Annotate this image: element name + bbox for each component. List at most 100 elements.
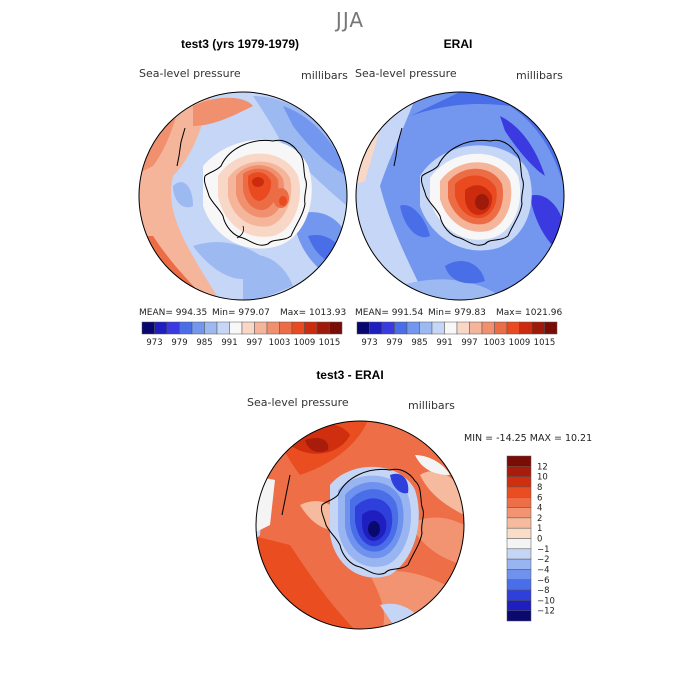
colorbar-swatch [241,321,255,335]
colorbar-swatch [154,321,168,335]
colorbar-swatch [506,527,532,539]
colorbar-model: 973 979 985 991 997 1003 1009 1015 [141,321,343,348]
figure-title: JJA [335,8,365,32]
colorbar-tick-label: 1015 [319,338,341,348]
colorbar-swatch [506,610,532,622]
colorbar-swatch [291,321,305,335]
colorbar-swatch [204,321,218,335]
colorbar-swatch [279,321,293,335]
colorbar-tick-label: −4 [537,565,550,575]
colorbar-swatch [431,321,445,335]
colorbar-tick-label: −6 [537,576,550,586]
map-obs [355,91,565,301]
panel-model-max: Max= 1013.93 [280,308,347,318]
colorbar-tick-label: −12 [537,607,555,617]
colorbar-tick-label: −2 [537,555,550,565]
panel-diff-variable: Sea-level pressure [247,396,349,409]
colorbar-tick-label: 985 [196,338,212,348]
colorbar-tick-label: 4 [537,504,542,514]
panel-model-units: millibars [301,69,348,82]
colorbar-tick-label: 973 [361,338,377,348]
panel-diff-units: millibars [408,399,455,412]
colorbar-swatch [506,476,532,488]
colorbar-tick-label: −1 [537,545,550,555]
colorbar-swatch [506,455,532,467]
colorbar-swatch [494,321,508,335]
panel-obs-min: Min= 979.83 [428,308,486,318]
colorbar-tick-label: 0 [537,535,542,545]
colorbar-tick-label: 991 [221,338,237,348]
colorbar-tick-label: −10 [537,596,555,606]
colorbar-swatch [469,321,483,335]
colorbar-swatch [544,321,558,335]
map-model [138,91,348,301]
colorbar-obs: 973 979 985 991 997 1003 1009 1015 [356,321,558,348]
colorbar-tick-label: 991 [436,338,452,348]
colorbar-swatch [419,321,433,335]
colorbar-swatch [166,321,180,335]
colorbar-swatch [381,321,395,335]
colorbar-tick-label: 997 [461,338,477,348]
colorbar-swatch [329,321,343,335]
colorbar-swatch [506,548,532,560]
colorbar-tick-label: 6 [537,493,542,503]
panel-obs-heading: ERAI [443,37,473,51]
colorbar-tick-label: 8 [537,483,542,493]
colorbar-tick-label: 1003 [269,338,291,348]
panel-model-min: Min= 979.07 [212,308,270,318]
colorbar-tick-label: 979 [171,338,187,348]
panel-model-heading: test3 (yrs 1979-1979) [180,37,300,51]
panel-diff-stats: MIN = -14.25 MAX = 10.21 [464,433,593,444]
colorbar-tick-label: 1009 [294,338,316,348]
colorbar-swatch [481,321,495,335]
colorbar-tick-label: 1015 [534,338,556,348]
colorbar-swatch [456,321,470,335]
colorbar-swatch [304,321,318,335]
colorbar-tick-label: 1009 [509,338,531,348]
colorbar-swatch [254,321,268,335]
colorbar-tick-label: 1 [537,524,542,534]
colorbar-swatch [506,486,532,498]
colorbar-swatch [519,321,533,335]
colorbar-swatch [444,321,458,335]
colorbar-swatch [356,321,370,335]
colorbar-tick-label: 979 [386,338,402,348]
colorbar-tick-label: 12 [537,462,548,472]
colorbar-swatch [191,321,205,335]
colorbar-tick-label: 2 [537,514,542,524]
colorbar-swatch [531,321,545,335]
colorbar-swatch [179,321,193,335]
colorbar-swatch [506,579,532,591]
panel-obs-variable: Sea-level pressure [355,67,457,80]
colorbar-swatch [506,600,532,611]
map-diff [255,420,465,630]
panel-model-mean: MEAN= 994.35 [139,308,208,318]
panel-model-variable: Sea-level pressure [139,67,241,80]
colorbar-swatch [229,321,243,335]
colorbar-swatch [394,321,408,335]
colorbar-swatch [506,589,532,601]
panel-obs-mean: MEAN= 991.54 [355,308,424,318]
colorbar-swatch [316,321,330,335]
colorbar-swatch [506,497,532,508]
panel-obs-units: millibars [516,69,563,82]
colorbar-swatch [141,321,155,335]
colorbar-tick-label: −8 [537,586,550,596]
colorbar-tick-label: 1003 [484,338,506,348]
colorbar-swatch [506,569,532,580]
colorbar-swatch [406,321,420,335]
panel-obs-max: Max= 1021.96 [496,308,563,318]
panel-diff-heading: test3 - ERAI [316,368,384,382]
colorbar-swatch [369,321,383,335]
colorbar-tick-label: 10 [537,473,548,483]
colorbar-tick-label: 985 [411,338,427,348]
colorbar-tick-label: 997 [246,338,262,348]
colorbar-swatch [216,321,230,335]
colorbar-swatch [506,466,532,477]
colorbar-swatch [506,321,520,335]
colorbar-swatch [506,558,532,570]
colorbar-tick-label: 973 [146,338,162,348]
colorbar-swatch [506,507,532,519]
colorbar-swatch [506,538,532,550]
